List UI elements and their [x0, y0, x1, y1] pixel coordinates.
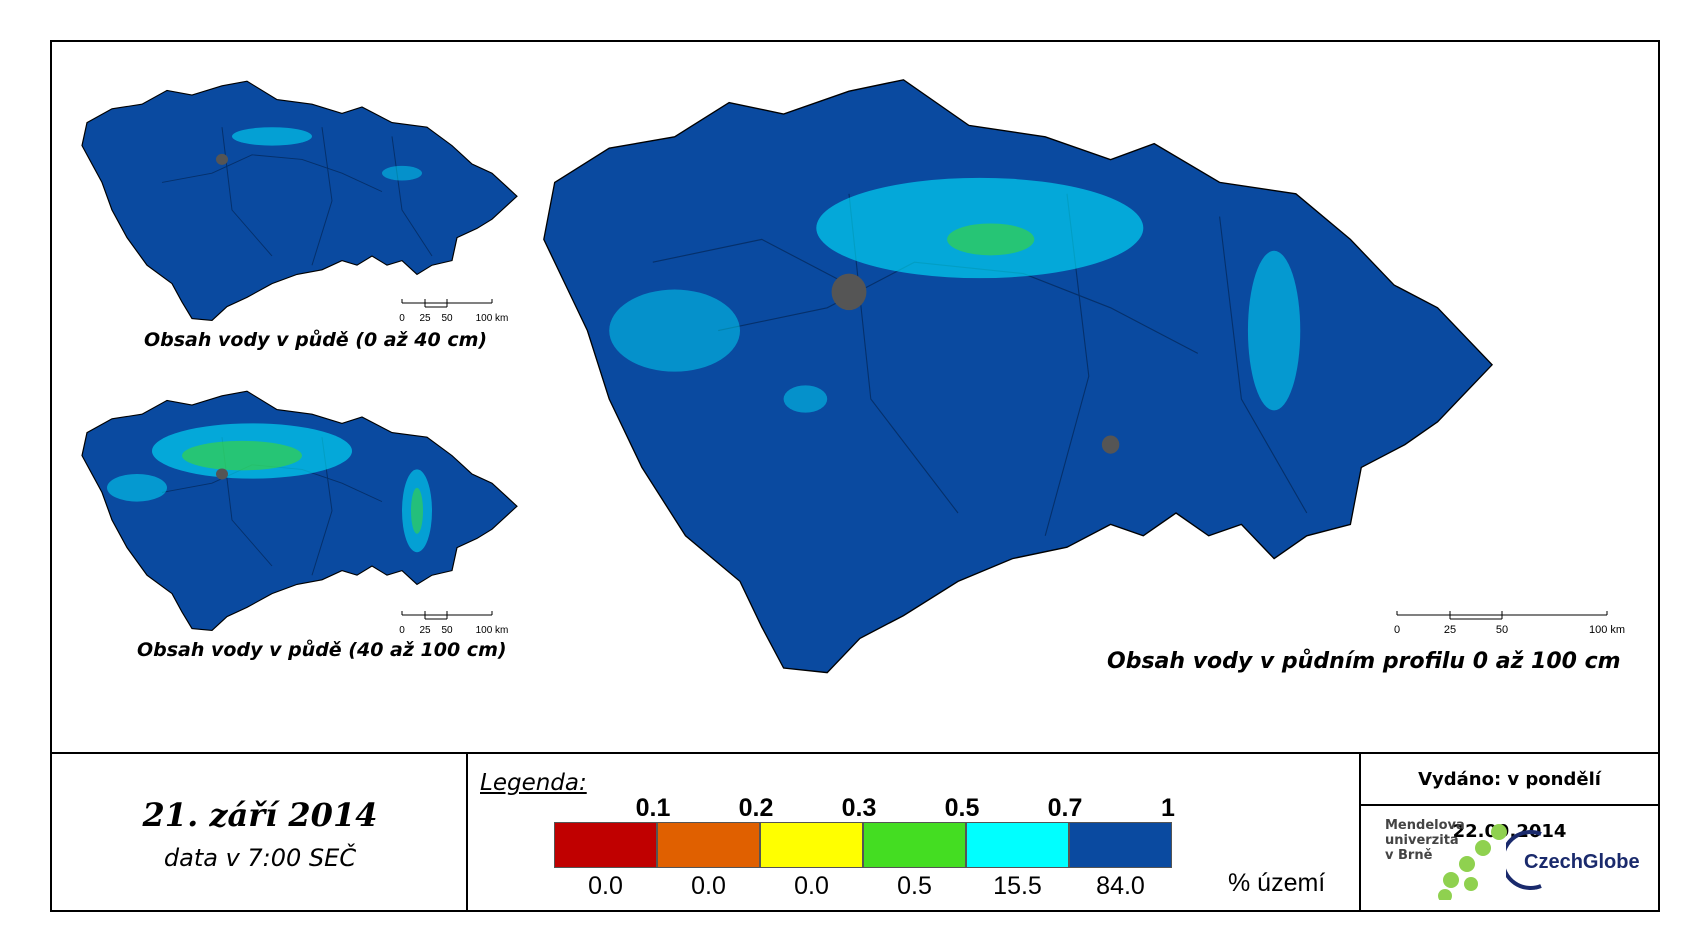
profile-map-title: Obsah vody v půdním profilu 0 až 100 cm: [1107, 649, 1621, 674]
scale-label: 0: [399, 313, 405, 324]
subsoil-map-title: Obsah vody v půdě (40 až 100 cm): [137, 639, 507, 661]
info-cell: Vydáno: v pondělí 22.09.2014 Mendelova u…: [1361, 754, 1658, 912]
figure-frame: 0 25 50 100 km 0 25 50 100 km: [50, 40, 1660, 912]
scale-label: 50: [1496, 624, 1508, 636]
scale-label: 100 km: [1589, 624, 1625, 636]
legend-percent: 15.5: [993, 872, 1042, 900]
logo-text-line: univerzita: [1385, 833, 1459, 848]
map-subsoil: [81, 390, 518, 632]
legend-percent: 0.0: [588, 872, 623, 900]
map-panel: 0 25 50 100 km 0 25 50 100 km: [52, 42, 1658, 752]
legend-percent: 0.0: [794, 872, 829, 900]
issued-date: Vydáno: v pondělí 22.09.2014: [1361, 754, 1658, 842]
legend-percent: 0.5: [897, 872, 932, 900]
date-title: 21. září 2014: [142, 796, 378, 834]
scale-label: 0: [399, 625, 405, 636]
legend-threshold: 0.7: [1047, 794, 1083, 822]
mendel-dots-icon: [1438, 824, 1507, 900]
map-profile: [542, 78, 1494, 674]
date-cell: 21. září 2014 data v 7:00 SEČ: [52, 754, 468, 912]
logo-text-line: v Brně: [1385, 848, 1433, 863]
legend-percent: 0.0: [691, 872, 726, 900]
data-time: data v 7:00 SEČ: [163, 844, 357, 872]
scale-label: 25: [1444, 624, 1456, 636]
legend-swatch: [863, 822, 966, 868]
legend-swatch: [966, 822, 1069, 868]
legend-unit: % území: [1228, 869, 1326, 897]
legend-threshold: 1: [1161, 794, 1175, 822]
scale-label: 25: [419, 313, 431, 324]
legend: Legenda: 0.0 0.0 0.0 0.5 15.5 84.0 0.1 0.2 0.3 0.…: [468, 754, 1361, 912]
czechglobe-logo: CzechGlobe: [1506, 830, 1640, 890]
topsoil-map-title: Obsah vody v půdě (0 až 40 cm): [144, 329, 488, 351]
legend-swatch: [1069, 822, 1172, 868]
mendel-university-logo: Mendelova univerzita v Brně: [1385, 818, 1465, 863]
footer-panel: 21. září 2014 data v 7:00 SEČ Legenda: 0…: [52, 752, 1658, 912]
scale-bar-main: 0 25 50 100 km: [1392, 607, 1625, 641]
legend-swatch: [554, 822, 657, 868]
czechglobe-text: CzechGlobe: [1524, 851, 1640, 873]
scale-label: 50: [441, 625, 453, 636]
scale-bar-bottom: 0 25 50 100 km: [397, 607, 527, 641]
maps-svg: [81, 78, 1494, 674]
scale-bar-top: 0 25 50 100 km: [397, 295, 527, 329]
map-topsoil: [81, 80, 518, 321]
scale-label: 50: [441, 313, 453, 324]
legend-threshold: 0.2: [738, 794, 774, 822]
legend-threshold: 0.1: [635, 794, 671, 822]
legend-swatch: [657, 822, 760, 868]
scale-label: 100 km: [476, 625, 509, 636]
scale-label: 0: [1394, 624, 1400, 636]
legend-threshold: 0.5: [944, 794, 980, 822]
legend-title: Legenda:: [480, 770, 587, 796]
scale-label: 25: [419, 625, 431, 636]
legend-swatch: [760, 822, 863, 868]
scale-label: 100 km: [476, 313, 509, 324]
logo-text-line: Mendelova: [1385, 818, 1465, 833]
legend-percent: 84.0: [1096, 872, 1145, 900]
legend-threshold: 0.3: [841, 794, 877, 822]
